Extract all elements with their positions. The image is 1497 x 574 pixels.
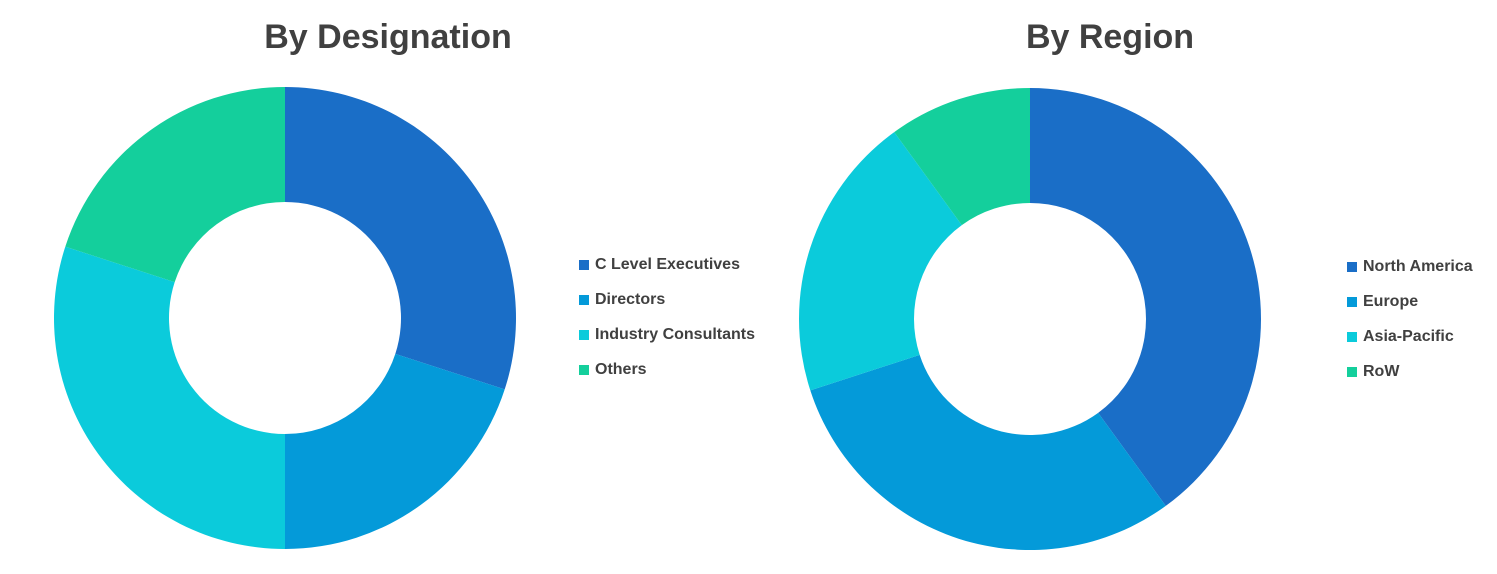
legend-swatch <box>579 294 589 305</box>
legend-label: RoW <box>1363 362 1400 380</box>
donut-slice-row <box>894 88 1030 226</box>
legend-label: Others <box>595 360 647 378</box>
legend-swatch <box>579 364 589 375</box>
legend-item-europe: Europe <box>1347 284 1473 319</box>
legend-label: Directors <box>595 290 666 308</box>
legend-label: Asia-Pacific <box>1363 327 1454 345</box>
donut-slice-asia-pacific <box>799 132 962 391</box>
donut-slice-directors <box>285 353 505 549</box>
legend-item-row: RoW <box>1347 354 1473 389</box>
legend-item-industry-consultants: Industry Consultants <box>579 317 755 352</box>
legend-swatch <box>579 259 589 270</box>
legend-label: C Level Executives <box>595 255 740 273</box>
legend-item-others: Others <box>579 352 755 387</box>
legend-designation: C Level Executives Directors Industry Cons… <box>579 247 755 387</box>
legend-item-c-level-executives: C Level Executives <box>579 247 755 282</box>
legend-item-asia-pacific: Asia-Pacific <box>1347 319 1473 354</box>
donut-slice-industry-consultants <box>54 246 285 550</box>
legend-label: Europe <box>1363 292 1419 310</box>
legend-swatch <box>579 329 589 340</box>
chart-title-designation: By Designation <box>264 18 512 56</box>
legend-swatch <box>1347 261 1357 272</box>
donut-slice-c-level-executives <box>285 87 516 390</box>
legend-item-directors: Directors <box>579 282 755 317</box>
legend-label: North America <box>1363 257 1473 275</box>
legend-item-north-america: North America <box>1347 249 1473 284</box>
legend-swatch <box>1347 366 1357 377</box>
chart-title-region: By Region <box>1025 18 1195 56</box>
legend-swatch <box>1347 331 1357 342</box>
legend-swatch <box>1347 296 1357 307</box>
legend-region: North America Europe Asia-Pacific RoW <box>1347 249 1473 389</box>
donut-slice-europe <box>810 354 1166 550</box>
donut-slice-north-america <box>1030 88 1262 506</box>
legend-label: Industry Consultants <box>595 325 756 343</box>
donut-slice-others <box>65 87 286 283</box>
